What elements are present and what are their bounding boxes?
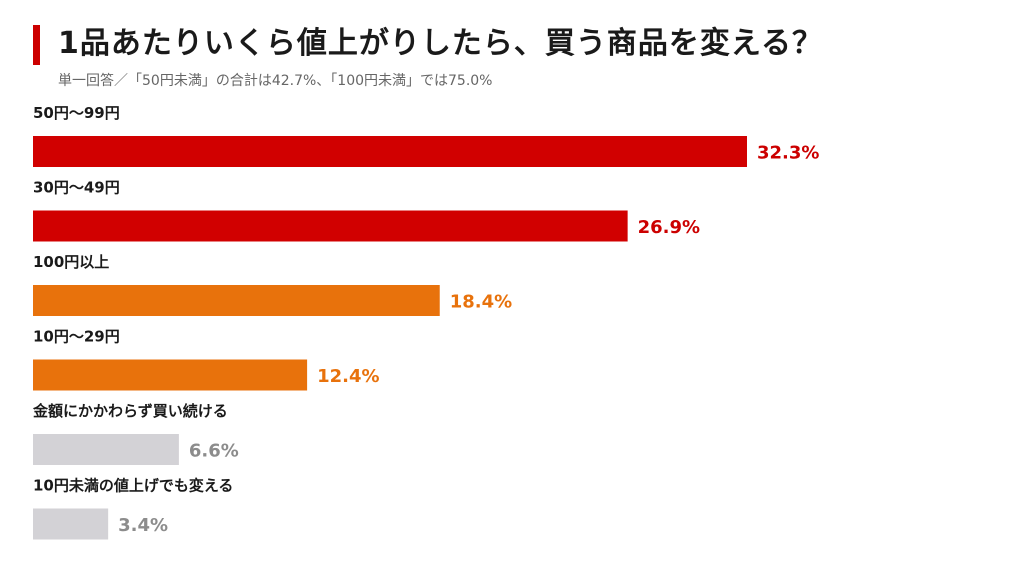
- chart-title: 1品あたりいくら値上がりしたら、買う商品を変える？: [58, 26, 823, 61]
- value-label: 3.4%: [118, 515, 168, 536]
- bar: [33, 508, 109, 540]
- value-label: 18.4%: [450, 292, 512, 313]
- category-label: 金額にかかわらず買い続ける: [32, 402, 228, 420]
- value-label: 6.6%: [189, 441, 239, 462]
- bar: [33, 136, 747, 167]
- category-label: 10円未満の値上げでも変える: [33, 477, 233, 495]
- value-label: 26.9%: [638, 217, 700, 238]
- category-label: 100円以上: [33, 253, 109, 271]
- bar: [33, 434, 179, 465]
- category-label: 30円～49円: [33, 179, 120, 197]
- category-label: 10円～29円: [33, 328, 120, 346]
- bar: [33, 359, 308, 391]
- bar: [33, 210, 628, 242]
- value-label: 32.3%: [757, 143, 819, 164]
- chart-subtitle: 単一回答／「50円未満」の合計は42.7%、「100円未満」では75.0%: [58, 73, 493, 89]
- category-label: 50円～99円: [33, 104, 120, 122]
- bar: [33, 285, 440, 316]
- title-accent-bar: [33, 25, 40, 65]
- value-label: 12.4%: [317, 366, 379, 387]
